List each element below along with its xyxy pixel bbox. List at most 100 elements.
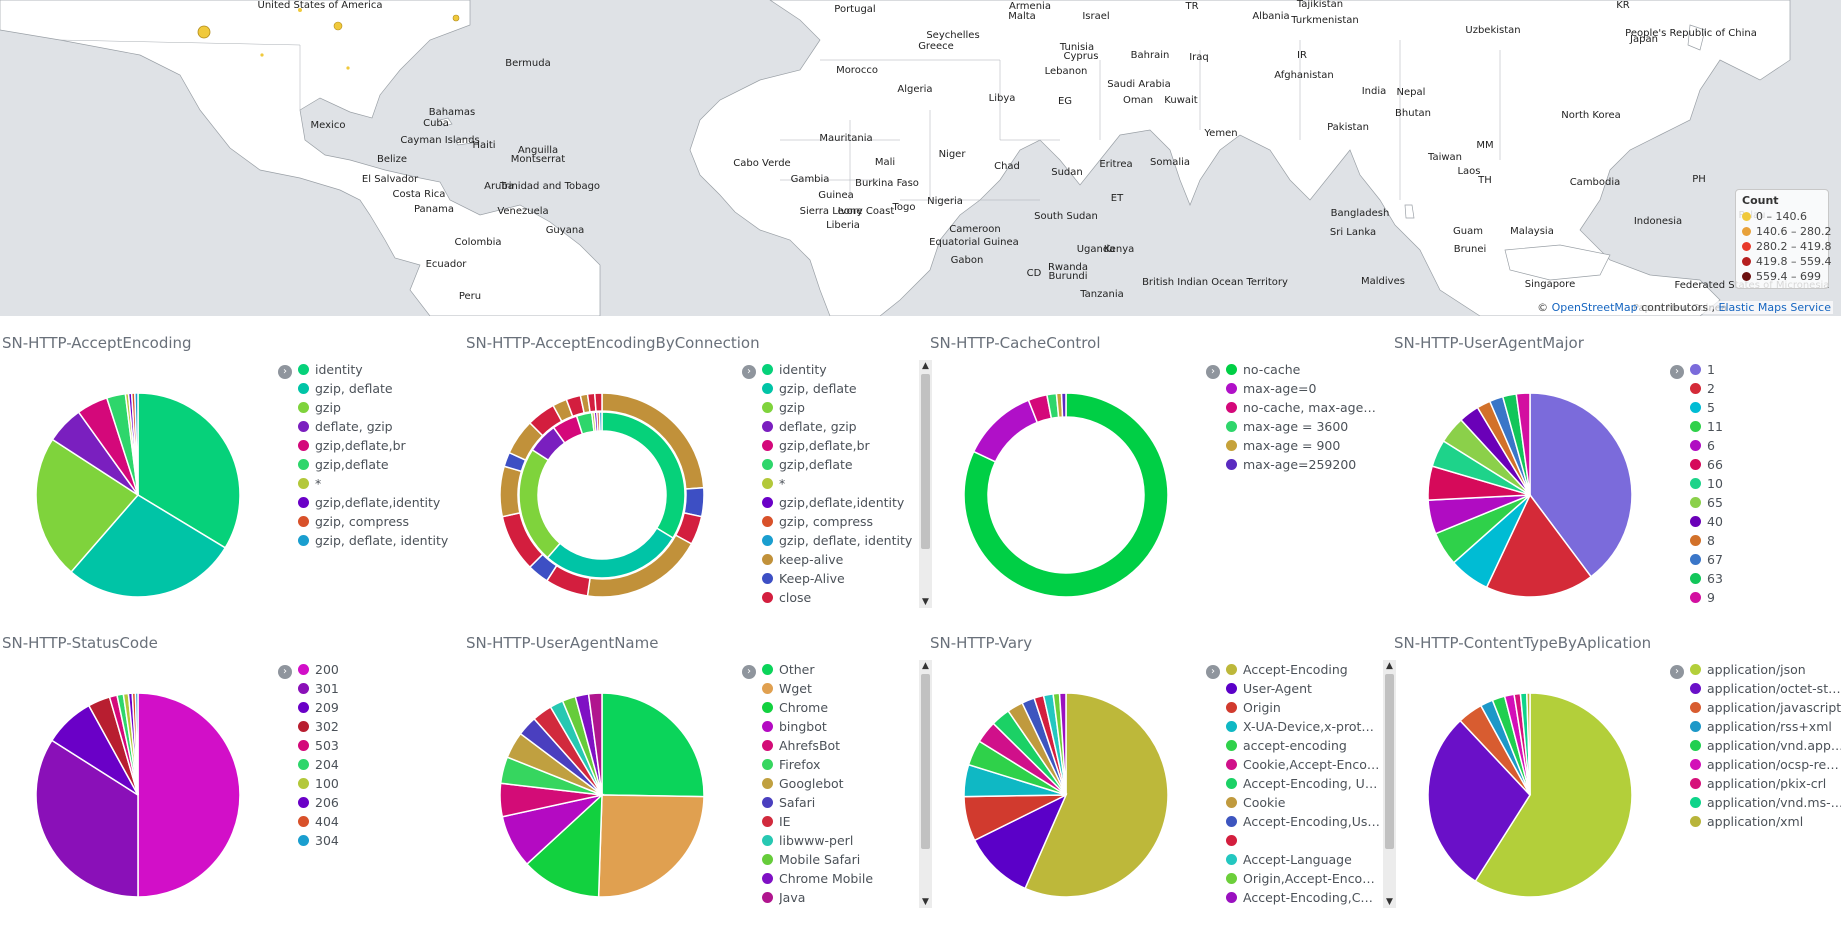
legend-item[interactable]: application/pkix-crl — [1690, 774, 1841, 793]
legend-item[interactable]: no-cache — [1226, 360, 1380, 379]
legend-item[interactable]: 503 — [298, 736, 452, 755]
legend-item[interactable]: User-Agent — [1226, 679, 1380, 698]
pie-slice[interactable] — [1060, 392, 1067, 418]
map-legend-item[interactable]: 280.2 – 419.8 — [1742, 239, 1831, 254]
legend-item[interactable]: 404 — [298, 812, 452, 831]
map-visualization[interactable]: United States of America Bermuda Mexico Bah… — [0, 0, 1841, 316]
map-canvas[interactable]: United States of America Bermuda Mexico Bah… — [0, 0, 1841, 316]
scroll-up-icon[interactable]: ▲ — [922, 361, 929, 371]
legend-item[interactable]: gzip — [298, 398, 452, 417]
legend-item[interactable]: 40 — [1690, 512, 1841, 531]
pie-chart[interactable] — [0, 360, 280, 610]
scroll-up-icon[interactable]: ▲ — [922, 661, 929, 671]
scroll-thumb[interactable] — [1385, 674, 1394, 849]
pie-slice[interactable] — [973, 793, 1068, 890]
legend-item[interactable]: Accept-Encoding,Coo... — [1226, 888, 1380, 907]
legend-item[interactable]: Origin,Accept-Encoding — [1226, 869, 1380, 888]
map-legend-item[interactable]: 0 – 140.6 — [1742, 209, 1822, 224]
legend-item[interactable]: 65 — [1690, 493, 1841, 512]
legend-item[interactable]: application/rss+xml — [1690, 717, 1841, 736]
legend-item[interactable]: Googlebot — [762, 774, 916, 793]
legend-item[interactable]: Safari — [762, 793, 916, 812]
pie-chart[interactable] — [928, 660, 1208, 910]
pie-slice[interactable] — [1529, 392, 1633, 578]
legend-item[interactable]: 206 — [298, 793, 452, 812]
legend-item[interactable]: IE — [762, 812, 916, 831]
pie-slice[interactable] — [525, 793, 603, 898]
pie-chart[interactable] — [464, 360, 744, 610]
legend-toggle-icon[interactable]: › — [278, 365, 292, 379]
legend-item[interactable]: 301 — [298, 679, 452, 698]
pie-slice-outer[interactable] — [499, 465, 523, 518]
legend-item[interactable]: X-UA-Device,x-protocol — [1226, 717, 1380, 736]
pie-slice[interactable] — [1024, 692, 1169, 898]
pie-chart[interactable] — [1392, 360, 1672, 610]
scroll-down-icon[interactable]: ▼ — [1386, 897, 1393, 907]
legend-item[interactable]: keep-alive — [762, 550, 916, 569]
legend-item[interactable]: 100 — [298, 774, 452, 793]
legend-item[interactable]: 209 — [298, 698, 452, 717]
legend-item[interactable]: 1 — [1690, 360, 1841, 379]
legend-toggle-icon[interactable]: › — [742, 365, 756, 379]
pie-slice[interactable] — [35, 438, 140, 574]
legend-item[interactable]: max-age=0 — [1226, 379, 1380, 398]
legend-scrollbar[interactable]: ▲ ▼ — [919, 360, 932, 608]
legend-item[interactable]: 2 — [1690, 379, 1841, 398]
legend-item[interactable]: Chrome Mobile — [762, 869, 916, 888]
pie-slice[interactable] — [70, 494, 227, 598]
legend-item[interactable]: 11 — [1690, 417, 1841, 436]
legend-item[interactable]: 9 — [1690, 588, 1841, 607]
map-legend-item[interactable]: 140.6 – 280.2 — [1742, 224, 1831, 239]
legend-toggle-icon[interactable]: › — [1206, 665, 1220, 679]
legend-item[interactable]: identity — [298, 360, 452, 379]
legend-item[interactable]: 6 — [1690, 436, 1841, 455]
legend-item[interactable]: Java — [762, 888, 916, 907]
legend-toggle-icon[interactable]: › — [278, 665, 292, 679]
marker[interactable] — [346, 66, 350, 70]
legend-toggle-icon[interactable]: › — [1206, 365, 1220, 379]
legend-item[interactable]: AhrefsBot — [762, 736, 916, 755]
legend-item[interactable]: gzip, deflate, identity — [762, 531, 916, 550]
marker[interactable] — [260, 53, 264, 57]
legend-item[interactable]: 63 — [1690, 569, 1841, 588]
legend-item[interactable]: 5 — [1690, 398, 1841, 417]
legend-item[interactable]: 66 — [1690, 455, 1841, 474]
legend-item[interactable]: gzip, compress — [298, 512, 452, 531]
legend-item[interactable]: Firefox — [762, 755, 916, 774]
legend-item[interactable]: Other — [762, 660, 916, 679]
legend-item[interactable]: gzip, deflate — [298, 379, 452, 398]
pie-slice[interactable] — [137, 392, 241, 549]
legend-item[interactable]: Accept-Language — [1226, 850, 1380, 869]
scroll-down-icon[interactable]: ▼ — [922, 597, 929, 607]
legend-item[interactable]: 8 — [1690, 531, 1841, 550]
legend-toggle-icon[interactable]: › — [1670, 365, 1684, 379]
legend-item[interactable]: application/ocsp-resp... — [1690, 755, 1841, 774]
legend-item[interactable]: 204 — [298, 755, 452, 774]
legend-scrollbar[interactable]: ▲ ▼ — [1383, 660, 1396, 908]
legend-item[interactable]: Cookie — [1226, 793, 1380, 812]
pie-slice[interactable] — [601, 692, 705, 798]
legend-item[interactable]: * — [298, 474, 452, 493]
pie-slice[interactable] — [1427, 719, 1531, 883]
legend-item[interactable]: bingbot — [762, 717, 916, 736]
legend-scrollbar[interactable]: ▲ ▼ — [919, 660, 932, 908]
legend-item[interactable]: max-age = 900 — [1226, 436, 1380, 455]
pie-chart[interactable] — [464, 660, 744, 910]
legend-item[interactable]: Chrome — [762, 698, 916, 717]
pie-slice[interactable] — [134, 692, 139, 796]
pie-slice-outer[interactable] — [593, 392, 603, 413]
pie-slice[interactable] — [972, 399, 1039, 463]
legend-item[interactable]: Accept-Encoding — [1226, 660, 1380, 679]
legend-item[interactable]: close — [762, 588, 916, 607]
legend-item[interactable]: gzip — [762, 398, 916, 417]
scroll-thumb[interactable] — [921, 374, 930, 549]
legend-item[interactable]: 200 — [298, 660, 452, 679]
legend-item[interactable]: 304 — [298, 831, 452, 850]
pie-slice[interactable] — [963, 392, 1169, 598]
elastic-maps-link[interactable]: Elastic Maps Service — [1718, 301, 1832, 314]
marker[interactable] — [333, 21, 343, 31]
pie-slice[interactable] — [1526, 692, 1531, 796]
legend-item[interactable]: application/vnd.appl... — [1690, 736, 1841, 755]
legend-item[interactable]: application/octet-stre... — [1690, 679, 1841, 698]
legend-item[interactable]: Accept-Encoding,Use... — [1226, 812, 1380, 831]
